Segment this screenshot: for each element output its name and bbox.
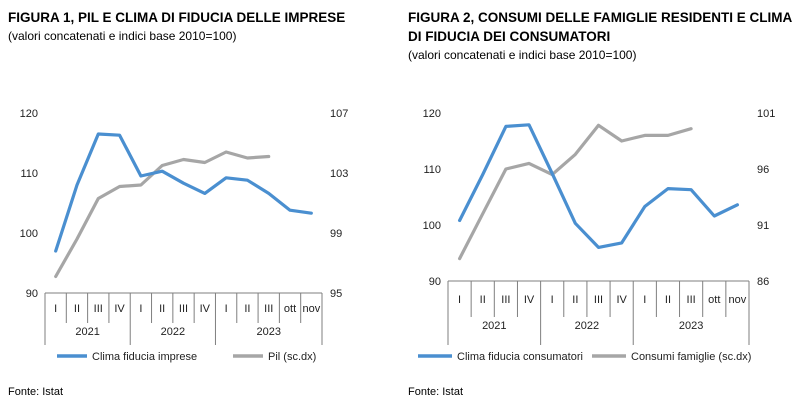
right-axis-tick-label: 103: [330, 168, 348, 180]
left-axis-tick-label: 100: [423, 220, 441, 232]
left-axis-tick-label: 100: [20, 228, 38, 240]
series-line-right: [54, 150, 271, 279]
right-axis-tick-label: 101: [757, 108, 775, 120]
year-label: 2022: [575, 320, 599, 332]
category-tick-label: III: [264, 303, 273, 315]
category-tick-label: II: [74, 303, 80, 315]
category-tick-label: II: [665, 294, 671, 306]
legend-label: Pil (sc.dx): [268, 351, 316, 363]
left-axis-tick-label: 110: [423, 164, 441, 176]
category-tick-label: nov: [302, 303, 320, 315]
category-tick-label: I: [225, 303, 228, 315]
figure-2-source: Fonte: Istat: [408, 386, 464, 398]
category-tick-label: III: [687, 294, 696, 306]
category-tick-label: II: [244, 303, 250, 315]
figure-2-subtitle: (valori concatenati e indici base 2010=1…: [408, 48, 637, 62]
year-label: 2022: [161, 326, 185, 338]
right-axis-tick-label: 96: [757, 164, 769, 176]
left-axis-tick-label: 110: [20, 168, 38, 180]
right-axis-tick-label: 86: [757, 276, 769, 288]
legend-label: Clima fiducia imprese: [92, 351, 197, 363]
year-label: 2023: [256, 326, 280, 338]
category-tick-label: IV: [114, 303, 125, 315]
category-tick-label: IV: [524, 294, 535, 306]
category-tick-label: ott: [284, 303, 296, 315]
left-axis-tick-label: 90: [26, 288, 38, 300]
category-tick-label: III: [594, 294, 603, 306]
category-tick-label: ott: [708, 294, 720, 306]
figure-1-title: FIGURA 1, PIL E CLIMA DI FIDUCIA DELLE I…: [8, 10, 346, 25]
category-tick-label: I: [139, 303, 142, 315]
figure-2: FIGURA 2, CONSUMI DELLE FAMIGLIE RESIDEN…: [400, 0, 800, 404]
legend-label: Clima fiducia consumatori: [457, 351, 583, 363]
category-tick-label: II: [159, 303, 165, 315]
legend-label: Consumi famiglie (sc.dx): [631, 351, 751, 363]
category-tick-label: III: [179, 303, 188, 315]
left-axis-tick-label: 120: [20, 108, 38, 120]
left-axis-tick-label: 120: [423, 108, 441, 120]
year-label: 2021: [75, 326, 99, 338]
category-tick-label: III: [94, 303, 103, 315]
category-tick-label: I: [458, 294, 461, 306]
figure-2-title: FIGURA 2, CONSUMI DELLE FAMIGLIE RESIDEN…: [408, 10, 792, 44]
category-tick-label: II: [572, 294, 578, 306]
right-axis-tick-label: 95: [330, 288, 342, 300]
category-tick-label: IV: [616, 294, 627, 306]
right-axis-tick-label: 99: [330, 228, 342, 240]
category-tick-label: I: [643, 294, 646, 306]
left-axis-tick-label: 90: [429, 276, 441, 288]
category-tick-label: I: [54, 303, 57, 315]
series-line-left: [457, 123, 739, 249]
category-tick-label: nov: [729, 294, 747, 306]
series-line-left: [54, 132, 313, 253]
category-tick-label: II: [480, 294, 486, 306]
category-tick-label: III: [501, 294, 510, 306]
figure-1-subtitle: (valori concatenati e indici base 2010=1…: [8, 29, 237, 43]
year-label: 2023: [679, 320, 703, 332]
year-label: 2021: [482, 320, 506, 332]
figure-1: FIGURA 1, PIL E CLIMA DI FIDUCIA DELLE I…: [8, 10, 349, 398]
figure-1-source: Fonte: Istat: [8, 386, 64, 398]
category-tick-label: IV: [200, 303, 211, 315]
right-axis-tick-label: 91: [757, 220, 769, 232]
right-axis-tick-label: 107: [330, 108, 348, 120]
category-tick-label: I: [551, 294, 554, 306]
series-line-right: [457, 123, 693, 261]
